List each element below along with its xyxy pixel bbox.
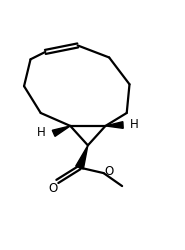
Text: O: O	[105, 165, 114, 178]
Polygon shape	[105, 122, 123, 128]
Polygon shape	[76, 145, 88, 169]
Text: H: H	[130, 118, 139, 130]
Polygon shape	[52, 126, 70, 136]
Text: O: O	[48, 182, 57, 195]
Text: H: H	[37, 126, 46, 139]
